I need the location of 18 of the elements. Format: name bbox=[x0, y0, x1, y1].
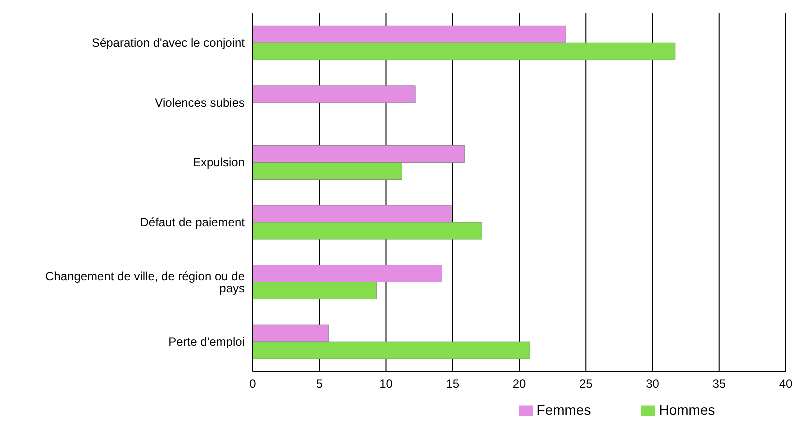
x-tick-label: 5 bbox=[316, 377, 324, 392]
x-tick-label: 35 bbox=[712, 377, 726, 392]
y-tick-label: Séparation d'avec le conjoint bbox=[92, 36, 246, 50]
x-tick-label: 25 bbox=[579, 377, 594, 392]
x-tick-label: 15 bbox=[446, 377, 460, 392]
y-tick-label: Violences subies bbox=[155, 96, 245, 110]
legend-label: Hommes bbox=[659, 402, 716, 418]
x-tick-label: 30 bbox=[646, 377, 660, 392]
y-tick-label: Expulsion bbox=[192, 156, 245, 170]
x-tick-label: 20 bbox=[512, 377, 526, 392]
legend-label: Femmes bbox=[536, 402, 592, 418]
y-tick-label: Changement de ville, de région ou de pays bbox=[46, 269, 246, 296]
y-tick-label: Perte d'emploi bbox=[168, 335, 245, 350]
x-tick-label: 40 bbox=[779, 377, 793, 392]
bar bbox=[253, 86, 416, 104]
x-tick-label: 0 bbox=[250, 377, 257, 392]
y-tick-label: Défaut de paiement bbox=[140, 216, 246, 230]
x-tick-label: 10 bbox=[380, 377, 394, 392]
